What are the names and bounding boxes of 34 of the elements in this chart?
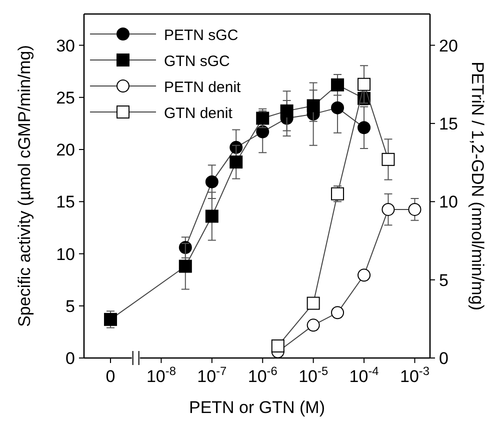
x-tick-label: 10$^{-3}$	[400, 364, 430, 386]
point	[306, 296, 320, 310]
point	[382, 152, 395, 166]
point	[358, 78, 371, 91]
y-tick-label: 25	[56, 88, 75, 108]
point	[408, 202, 422, 216]
y-tick-label: 15	[56, 192, 75, 212]
x-tick-label: 10$^{-7}$	[197, 364, 228, 386]
y-axis-title: Specific activity (µmol cGMP/min/mg)	[15, 45, 34, 327]
x-tick-label: 10$^{-5}$	[298, 364, 328, 386]
y2-tick-label: 0	[439, 349, 448, 368]
y2-axis-title: PETriN / 1,2-GDN (nmol/min/mg)	[468, 62, 487, 310]
x-tick-label: 10$^{-8}$	[146, 364, 176, 386]
y2-tick-label: 15	[439, 114, 458, 134]
y-tick-label: 20	[56, 140, 75, 160]
x-tick-label: 0	[106, 367, 116, 386]
y-tick-label: 10	[56, 244, 75, 264]
legend-label: GTN sGC	[164, 53, 230, 70]
y2-tick-label: 20	[439, 36, 458, 56]
y-tick-label: 0	[66, 349, 75, 368]
x-tick-label: 10$^{-6}$	[248, 364, 278, 386]
point	[382, 202, 395, 216]
point	[331, 306, 344, 320]
y2-tick-label: 10	[439, 192, 458, 212]
point	[358, 268, 371, 282]
x-axis-title: PETN or GTN (M)	[189, 398, 325, 417]
legend-label: PETN denit	[164, 79, 242, 96]
x-tick-label: 10$^{-4}$	[349, 364, 380, 386]
legend-label: GTN denit	[164, 105, 234, 122]
y-tick-label: 30	[56, 36, 75, 56]
y-tick-label: 5	[66, 296, 75, 316]
point	[306, 318, 320, 332]
legend-label: PETN sGC	[164, 27, 238, 44]
y2-tick-label: 5	[439, 270, 448, 290]
